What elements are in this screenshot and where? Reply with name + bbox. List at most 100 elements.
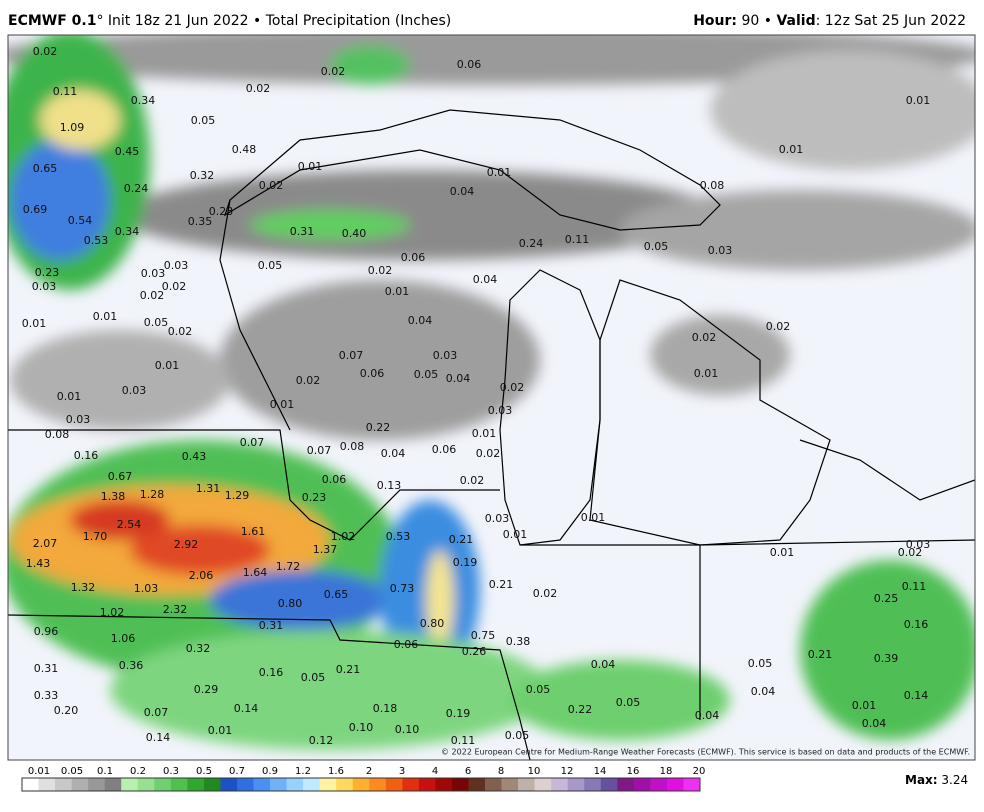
legend-swatch	[666, 778, 684, 791]
value-label: 0.03	[906, 538, 931, 551]
value-label: 0.01	[298, 160, 323, 173]
value-label: 0.36	[119, 659, 144, 672]
value-label: 0.01	[385, 285, 410, 298]
value-label: 0.05	[616, 696, 641, 709]
value-label: 0.21	[489, 578, 514, 591]
value-label: 0.02	[33, 45, 58, 58]
legend-swatch	[236, 778, 254, 791]
legend-swatch	[567, 778, 585, 791]
value-label: 0.21	[449, 533, 474, 546]
value-label: 0.07	[240, 436, 265, 449]
value-label: 0.31	[34, 662, 59, 675]
value-label: 0.04	[695, 709, 720, 722]
value-label: 0.11	[902, 580, 927, 593]
legend-swatch	[468, 778, 486, 791]
value-label: 0.39	[874, 652, 899, 665]
value-label: 0.03	[32, 280, 57, 293]
legend-swatch	[435, 778, 453, 791]
value-label: 0.23	[35, 266, 60, 279]
value-label: 0.01	[906, 94, 931, 107]
value-label: 0.67	[108, 470, 133, 483]
value-label: 0.19	[453, 556, 478, 569]
value-label: 0.03	[708, 244, 733, 257]
value-label: 0.08	[700, 179, 725, 192]
legend-tick-label: 0.1	[97, 766, 113, 777]
value-label: 0.04	[591, 658, 616, 671]
value-label: 0.18	[373, 702, 398, 715]
max: Max: 3.24	[905, 773, 968, 787]
model: ECMWF 0.1	[8, 13, 96, 29]
legend-tick-label: 1.2	[295, 766, 311, 777]
value-label: 0.31	[290, 225, 315, 238]
run: ° Init 18z 21 Jun 2022 • Total Precipita…	[96, 13, 451, 29]
value-label: 0.06	[401, 251, 426, 264]
value-label: 0.03	[164, 259, 189, 272]
legend-swatch	[584, 778, 602, 791]
legend-tick-label: 0.01	[28, 766, 50, 777]
value-label: 1.29	[225, 489, 250, 502]
value-label: 1.03	[134, 582, 159, 595]
hour: 90 •	[741, 13, 772, 29]
legend-swatch	[170, 778, 188, 791]
legend-tick-label: 16	[627, 766, 640, 777]
value-label: 0.45	[115, 145, 140, 158]
value-label: 1.32	[71, 581, 96, 594]
legend-swatch	[38, 778, 56, 791]
legend-swatch	[534, 778, 552, 791]
value-label: 0.03	[488, 404, 513, 417]
value-label: 0.16	[74, 449, 99, 462]
value-label: 0.21	[808, 648, 833, 661]
value-label: 0.22	[366, 421, 391, 434]
legend: 0.01 0.05 0.1 0.2 0.3 0.5 0.7 0.9 1.2 1.6 2 3 4 6 8 10 1…	[21, 766, 705, 792]
legend-tick-label: 10	[528, 766, 541, 777]
value-label: 0.33	[34, 689, 59, 702]
legend-swatch	[253, 778, 271, 791]
value-label: 0.01	[57, 390, 82, 403]
legend-swatch	[551, 778, 569, 791]
value-label: 0.01	[694, 367, 719, 380]
value-label: 0.04	[450, 185, 475, 198]
legend-swatch	[352, 778, 370, 791]
legend-swatch	[220, 778, 238, 791]
value-label: 0.73	[390, 582, 415, 595]
value-label: 0.75	[471, 629, 496, 642]
value-label: 0.34	[131, 94, 156, 107]
legend-tick-label: 2	[366, 766, 372, 777]
value-label: 1.02	[331, 530, 356, 543]
value-label: 1.64	[243, 566, 268, 579]
value-label: 0.69	[23, 203, 48, 216]
value-label: 1.38	[101, 490, 126, 503]
value-label: 0.01	[208, 724, 233, 737]
legend-swatch	[71, 778, 89, 791]
legend-swatch	[402, 778, 420, 791]
value-label: 0.05	[644, 240, 669, 253]
value-label: 0.11	[565, 233, 590, 246]
value-label: 0.48	[232, 143, 257, 156]
value-label: 0.01	[779, 143, 804, 156]
value-label: 2.32	[163, 603, 188, 616]
value-label: 0.14	[234, 702, 259, 715]
value-label: 0.16	[904, 618, 929, 631]
value-label: 0.80	[278, 597, 303, 610]
legend-swatch	[683, 778, 701, 791]
valid-label: Valid	[776, 13, 815, 29]
map: 0.02 0.11 0.34 0.05 0.02 0.02 0.06 0.01 1.09 0.45…	[8, 35, 975, 760]
value-label: 0.65	[324, 588, 349, 601]
value-label: 0.02	[692, 331, 717, 344]
legend-swatch	[485, 778, 502, 791]
legend-swatch	[385, 778, 403, 791]
value-label: 0.02	[321, 65, 346, 78]
header-right: Hour: 90 • Valid: 12z Sat 25 Jun 2022	[693, 13, 966, 29]
value-label: 0.02	[476, 447, 501, 460]
value-label: 2.06	[189, 569, 214, 582]
value-label: 2.92	[174, 538, 199, 551]
legend-swatch	[451, 778, 469, 791]
value-label: 0.14	[904, 689, 929, 702]
value-label: 0.24	[519, 237, 544, 250]
value-label: 1.31	[196, 482, 221, 495]
value-label: 1.06	[111, 632, 136, 645]
value-label: 0.05	[526, 683, 551, 696]
value-label: 0.07	[339, 349, 364, 362]
value-label: 1.09	[60, 121, 85, 134]
legend-swatch	[650, 778, 668, 791]
